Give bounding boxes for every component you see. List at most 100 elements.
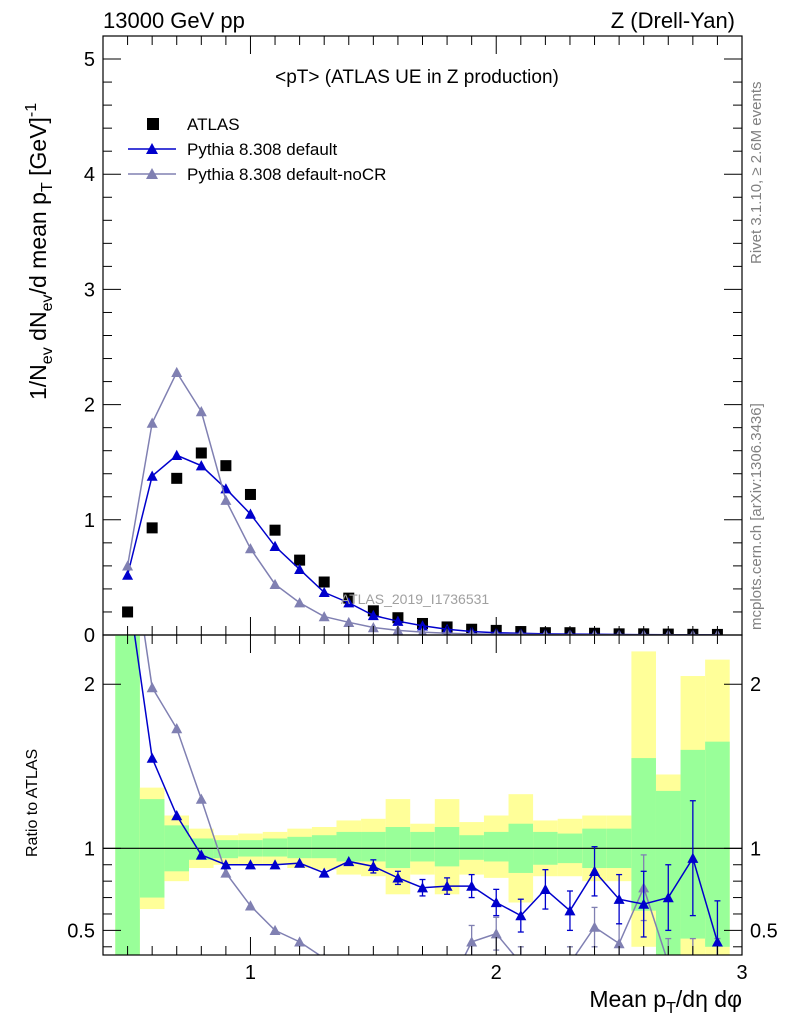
ratio-panel: 0.5 0.5 1 1 2 2 1 2 3: [67, 515, 778, 996]
ratio-point-1-13: [442, 986, 453, 996]
main-point-0-8: [318, 576, 330, 588]
main-point-0-6: [269, 524, 281, 536]
main-axes: 0 1 2 3 4 5: [84, 35, 743, 647]
main-series-1: [122, 449, 721, 635]
main-point-2-1: [146, 417, 158, 428]
legend-label-default: Pythia 8.308 default: [187, 140, 338, 159]
ratio-ytick-label-right: 0.5: [750, 920, 778, 942]
ratio-point-0-20: [613, 893, 625, 904]
ratio-point-0-10: [367, 860, 379, 872]
main-point-2-0: [122, 560, 134, 571]
ratio-point-1-11: [392, 977, 403, 987]
main-panel: 0 1 2 3 4 5 <pT> (ATLAS UE in Z production) A…: [84, 35, 743, 647]
ratio-point-1-2: [171, 723, 183, 734]
ratio-point-0-19: [589, 865, 601, 876]
ratio-bands: [103, 635, 742, 955]
ratio-point-1-18: [564, 958, 575, 968]
main-point-1-2: [171, 449, 183, 460]
main-point-1-12: [417, 620, 428, 631]
main-ytick-label: 1: [84, 510, 95, 532]
ratio-ytick-label-left: 1: [84, 838, 95, 860]
main-point-2-8: [318, 611, 330, 622]
ratio-point-0-6: [269, 859, 281, 870]
band-inner-11: [385, 827, 411, 869]
main-point-2-5: [244, 543, 256, 554]
ratio-series-0: [122, 580, 723, 955]
main-point-0-5: [244, 488, 256, 500]
ratio-point-0-22: [662, 892, 674, 903]
main-point-1-7: [294, 563, 306, 575]
ratio-point-0-15: [490, 896, 502, 908]
main-point-0-2: [171, 472, 183, 484]
ratio-point-0-14: [466, 880, 478, 891]
process-label: Z (Drell-Yan): [611, 8, 735, 33]
ratio-point-0-2: [171, 810, 183, 821]
ratio-point-0-23: [687, 852, 699, 863]
ratio-xtick-label: 3: [736, 962, 747, 984]
legend-marker-atlas: [147, 118, 159, 130]
main-line-1: [126, 454, 718, 635]
ratio-point-1-24: [712, 958, 723, 968]
main-ytick-label: 2: [84, 395, 95, 417]
ratio-point-0-16: [515, 910, 527, 921]
ratio-point-0-17: [539, 883, 551, 895]
main-point-0-7: [294, 554, 306, 566]
ratio-ytick-label-right: 2: [750, 674, 761, 696]
main-ytick-label: 4: [84, 164, 95, 186]
main-ytick-label: 0: [84, 625, 95, 647]
analysis-watermark: ATLAS_2019_I1736531: [341, 591, 490, 607]
main-point-1-11: [392, 615, 404, 626]
ratio-point-0-9: [343, 855, 355, 867]
ratio-point-0-7: [294, 857, 306, 868]
main-ytick-label: 3: [84, 279, 95, 301]
main-point-0-0: [122, 606, 134, 618]
legend-label-nocr: Pythia 8.308 default-noCR: [187, 165, 386, 184]
band-inner-14: [459, 835, 484, 860]
main-point-2-6: [269, 578, 281, 589]
main-point-1-9: [343, 597, 355, 608]
ratio-point-0-21: [638, 898, 650, 909]
ratio-point-1-10: [368, 974, 379, 984]
band-inner-10: [361, 831, 386, 862]
ratio-point-1-1: [146, 682, 158, 693]
main-point-0-4: [220, 460, 232, 472]
plot-title: <pT> (ATLAS UE in Z production): [275, 67, 559, 88]
main-point-1-1: [146, 470, 158, 481]
ratio-point-0-1: [146, 752, 158, 763]
legend-marker-default: [146, 143, 158, 154]
ratio-ytick-label-right: 1: [750, 838, 761, 860]
ratio-point-0-11: [392, 872, 404, 883]
main-point-0-3: [195, 447, 207, 459]
ratio-point-1-20: [613, 938, 625, 949]
band-inner-0: [115, 635, 140, 955]
ratio-point-0-3: [195, 849, 207, 860]
ratio-point-0-0: [122, 580, 133, 590]
ratio-point-0-4: [220, 859, 232, 870]
ratio-point-1-0: [122, 515, 133, 525]
ratio-xtick-label: 1: [245, 962, 256, 984]
main-point-1-6: [269, 540, 281, 551]
ratio-point-0-13: [441, 880, 453, 891]
ratio-ylabel: Ratio to ATLAS: [24, 749, 41, 857]
ratio-point-0-8: [318, 867, 330, 878]
main-point-2-2: [171, 366, 183, 378]
ratio-ytick-label-left: 0.5: [67, 920, 95, 942]
ratio-point-1-17: [540, 966, 551, 976]
main-point-2-4: [220, 494, 232, 505]
ratio-point-0-12: [417, 882, 428, 893]
main-point-1-10: [367, 609, 379, 621]
ratio-point-0-5: [244, 859, 256, 870]
plot-title-text: <pT> (ATLAS UE in Z production): [275, 67, 559, 88]
source-label: mcplots.cern.ch [arXiv:1306.3436]: [748, 403, 765, 630]
ratio-point-1-14: [466, 936, 478, 947]
ratio-series-layer: [122, 515, 723, 996]
ratio-point-1-3: [195, 793, 207, 804]
energy-label: 13000 GeV pp: [103, 8, 245, 33]
main-point-1-8: [318, 586, 330, 598]
xlabel: Mean pT/dη dφ: [589, 986, 742, 1017]
ratio-point-1-5: [244, 900, 256, 911]
main-point-1-5: [244, 508, 256, 519]
ratio-axes: 0.5 0.5 1 1 2 2 1 2 3: [67, 634, 778, 984]
band-inner-7: [287, 836, 312, 859]
